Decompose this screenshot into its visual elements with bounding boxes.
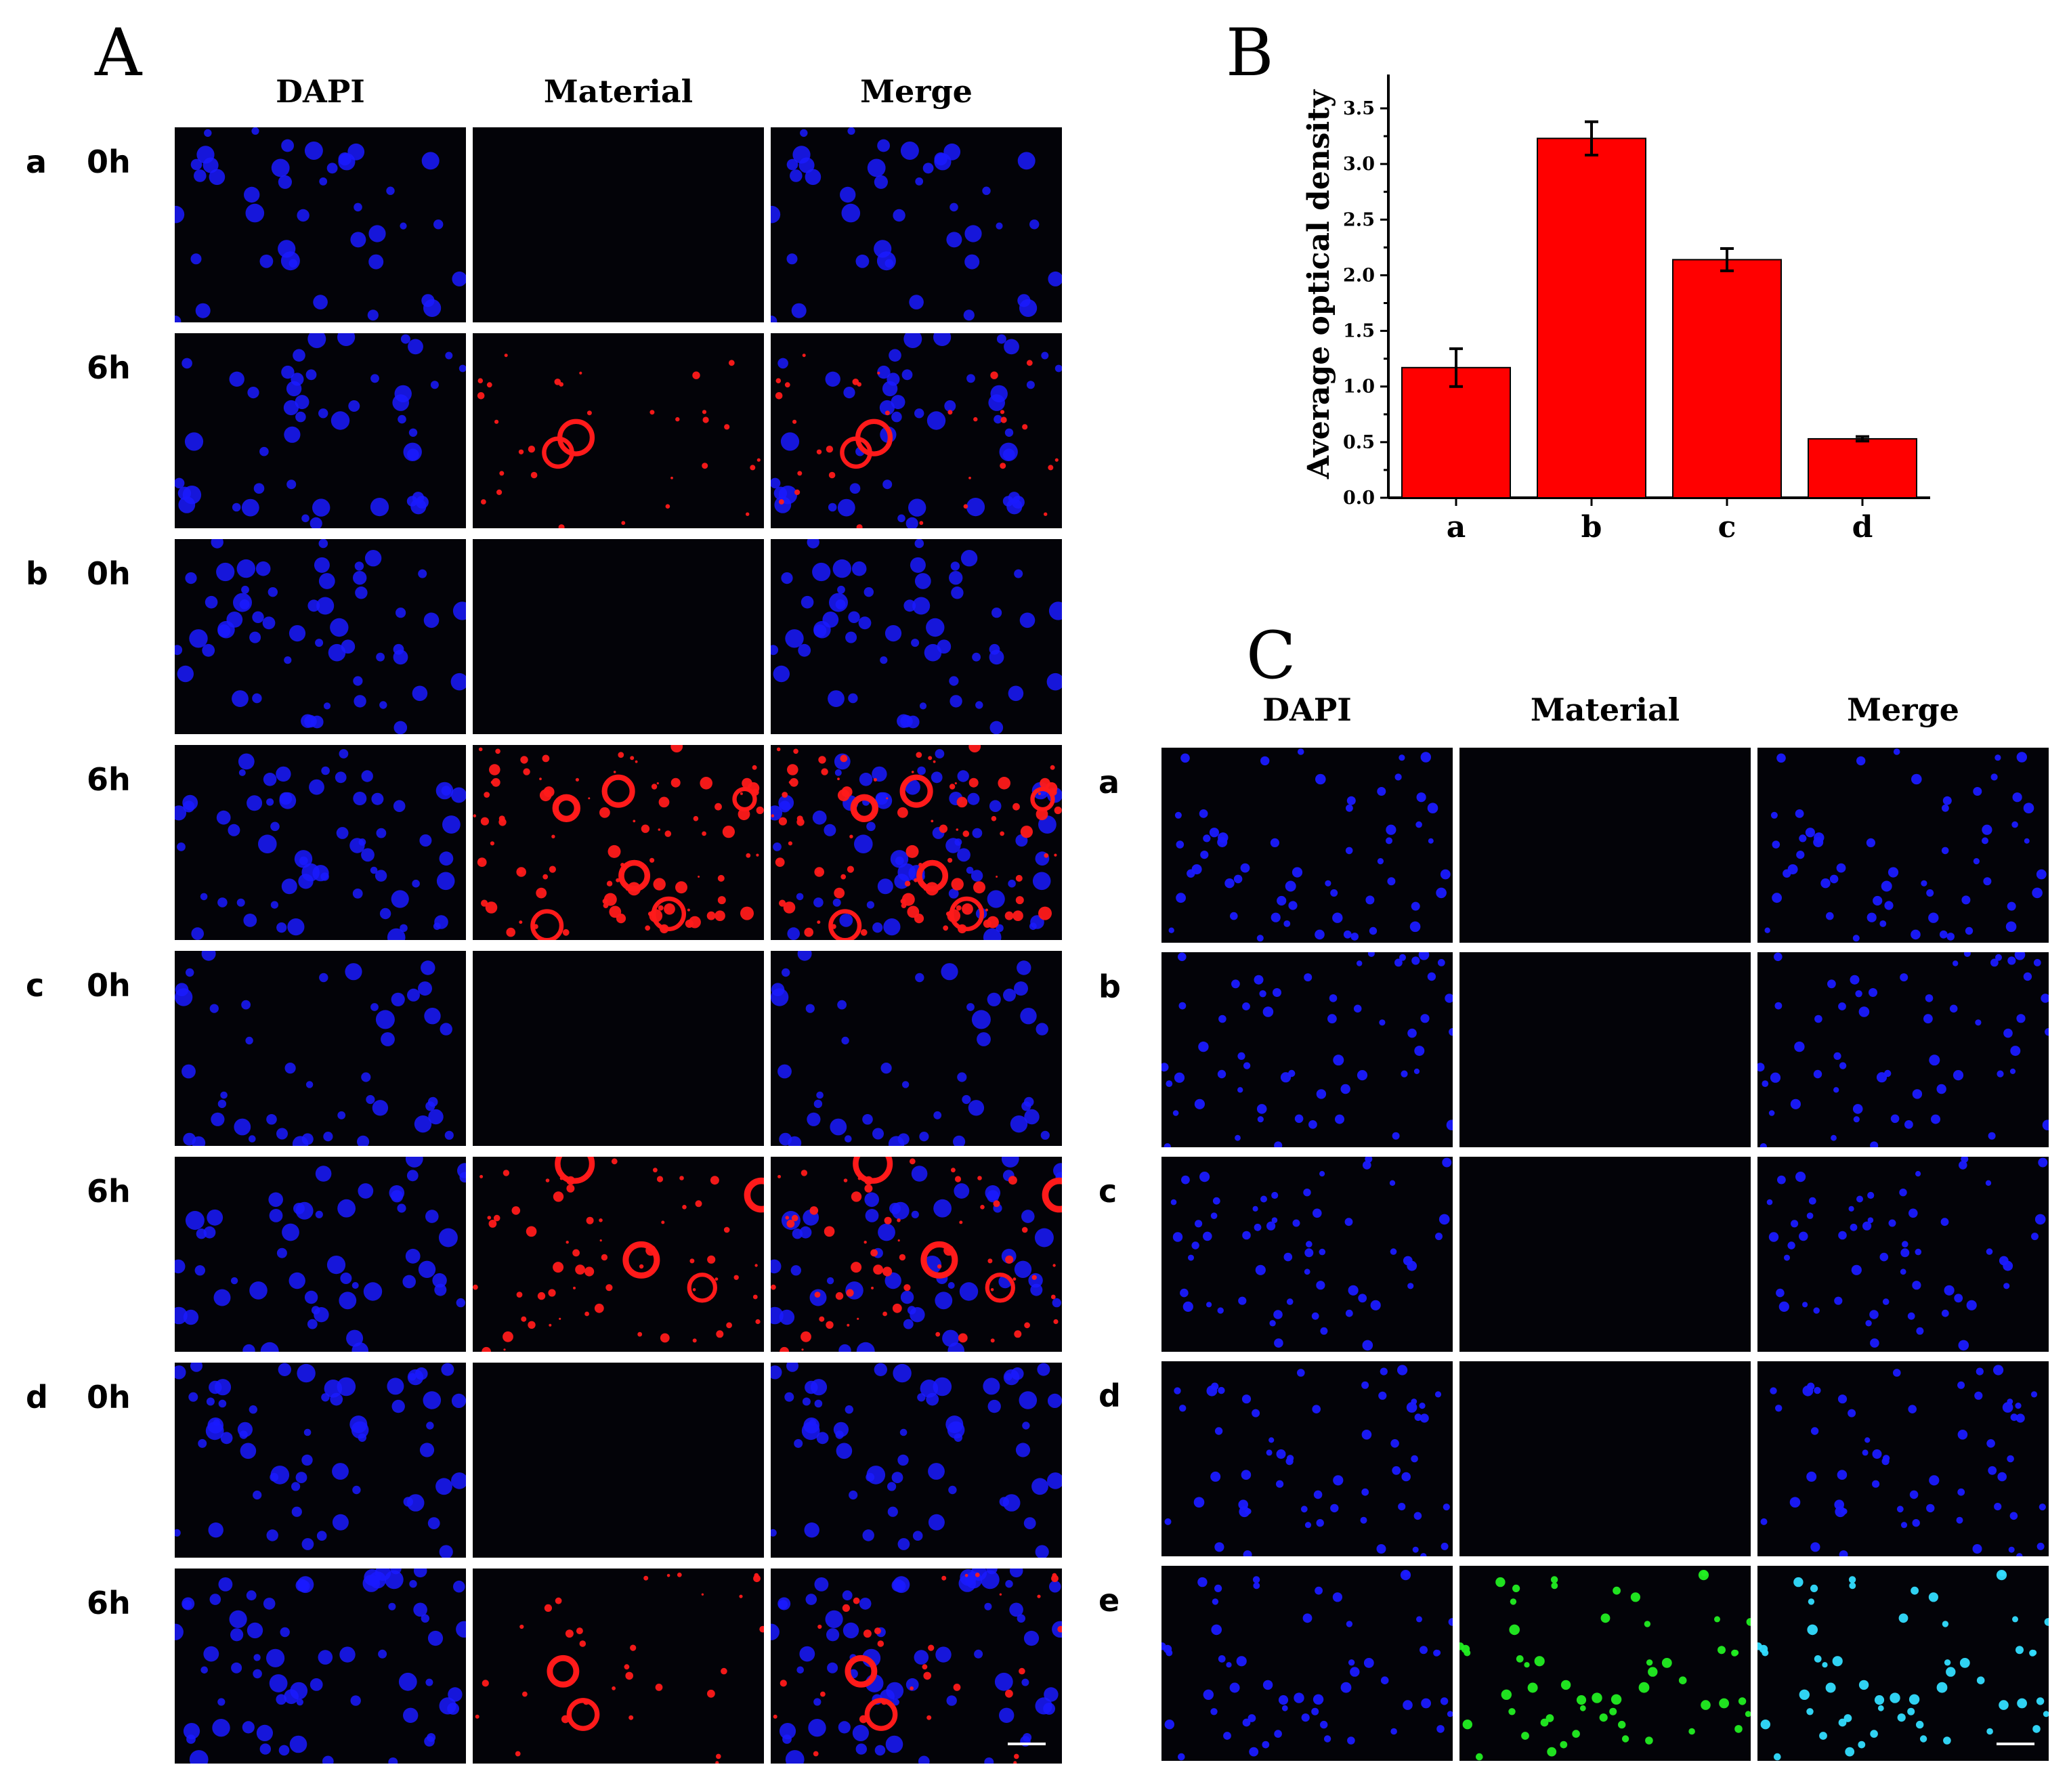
panel-c-material-image [1459, 1566, 1751, 1761]
panel-c-dapi-image [1161, 1566, 1453, 1761]
panel-c-dapi-image [1161, 952, 1453, 1147]
panel-c-merge-image [1757, 748, 2049, 943]
panel-a-letter: A [95, 15, 142, 91]
chart-y-tick-label: 0.0 [1343, 488, 1375, 509]
panel-a-merge-image [771, 333, 1062, 528]
panel-a-merge-image [771, 745, 1062, 940]
panel-a-material-image [473, 539, 764, 734]
panel-a-time-label: 0h [87, 555, 131, 592]
panel-c-merge-image [1757, 1361, 2049, 1556]
panel-c-material-image [1459, 952, 1751, 1147]
optical-density-bar-chart: 0.0 0.5 1.0 1.5 2.0 2.5 3.0 3.5 a b c d Average opt… [1302, 74, 1930, 545]
panel-a-dapi-image [175, 951, 466, 1146]
panel-a-group-label: c [26, 967, 45, 1004]
panel-c-material-image [1459, 1157, 1751, 1352]
panel-a-merge-image [771, 1569, 1062, 1764]
chart-y-tick-label: 2.0 [1343, 265, 1375, 286]
panel-a-time-label: 0h [87, 144, 131, 180]
panel-a-material-image [473, 745, 764, 940]
scale-bar [1008, 1743, 1046, 1745]
chart-y-tick-label: 1.5 [1343, 321, 1375, 342]
panel-a-dapi-image [175, 1569, 466, 1764]
panel-a-time-label: 6h [87, 349, 131, 386]
panel-c-merge-image [1757, 1566, 2049, 1761]
panel-c-row-label: c [1099, 1173, 1117, 1210]
panel-a-material-image [473, 1569, 764, 1764]
panel-c-row-label: e [1099, 1582, 1120, 1619]
panel-c-row-label: a [1099, 764, 1120, 801]
panel-c-row-label: b [1099, 968, 1121, 1005]
panel-a-group-label: a [26, 144, 47, 180]
panel-a-dapi-image [175, 1363, 466, 1558]
panel-c-column-header-dapi: DAPI [1262, 691, 1352, 728]
panel-a-group-label: b [26, 555, 48, 592]
chart-y-tick-label: 1.0 [1343, 377, 1375, 398]
chart-x-tick-label: c [1718, 510, 1736, 545]
panel-b-letter: B [1226, 15, 1274, 91]
panel-c-merge-image [1757, 1157, 2049, 1352]
chart-y-tick-label: 3.0 [1343, 154, 1375, 175]
panel-a-material-image [473, 951, 764, 1146]
chart-y-axis-label: Average optical density [1302, 89, 1336, 479]
panel-a-time-label: 6h [87, 1173, 131, 1210]
chart-bar-c [1672, 259, 1782, 498]
panel-c-material-image [1459, 748, 1751, 943]
panel-a-material-image [473, 333, 764, 528]
chart-x-tick-label: a [1447, 510, 1466, 545]
chart-x-tick-label: b [1581, 510, 1602, 545]
panel-a-material-image [473, 1157, 764, 1352]
chart-bar-b [1537, 137, 1646, 499]
panel-a-merge-image [771, 539, 1062, 734]
panel-c-material-image [1459, 1361, 1751, 1556]
panel-a-dapi-image [175, 1157, 466, 1352]
chart-bar-d [1808, 438, 1917, 499]
panel-a-time-label: 6h [87, 761, 131, 798]
chart-y-tick-label: 3.5 [1343, 98, 1375, 119]
panel-c-dapi-image [1161, 748, 1453, 943]
panel-a-column-header-material: Material [543, 73, 694, 110]
chart-y-tick-label: 2.5 [1343, 209, 1375, 230]
panel-a-dapi-image [175, 745, 466, 940]
panel-a-merge-image [771, 127, 1062, 322]
panel-a-time-label: 0h [87, 1379, 131, 1415]
panel-a-material-image [473, 127, 764, 322]
panel-a-dapi-image [175, 333, 466, 528]
chart-y-tick-label: 0.5 [1343, 432, 1375, 453]
chart-x-tick-label: d [1852, 510, 1873, 545]
panel-a-time-label: 6h [87, 1585, 131, 1621]
panel-c-letter: C [1246, 618, 1296, 694]
panel-a-merge-image [771, 1157, 1062, 1352]
panel-a-column-header-merge: Merge [860, 73, 973, 110]
panel-a-group-label: d [26, 1379, 48, 1415]
panel-a-material-image [473, 1363, 764, 1558]
panel-a-merge-image [771, 1363, 1062, 1558]
panel-c-row-label: d [1099, 1378, 1121, 1414]
panel-c-merge-image [1757, 952, 2049, 1147]
panel-a-merge-image [771, 951, 1062, 1146]
panel-a-time-label: 0h [87, 967, 131, 1004]
panel-c-column-header-material: Material [1530, 691, 1680, 728]
panel-a-dapi-image [175, 127, 466, 322]
scale-bar [1997, 1743, 2034, 1745]
panel-c-dapi-image [1161, 1157, 1453, 1352]
panel-c-dapi-image [1161, 1361, 1453, 1556]
panel-a-column-header-dapi: DAPI [276, 73, 365, 110]
panel-a-dapi-image [175, 539, 466, 734]
panel-c-column-header-merge: Merge [1847, 691, 1959, 728]
chart-bar-a [1401, 366, 1511, 498]
